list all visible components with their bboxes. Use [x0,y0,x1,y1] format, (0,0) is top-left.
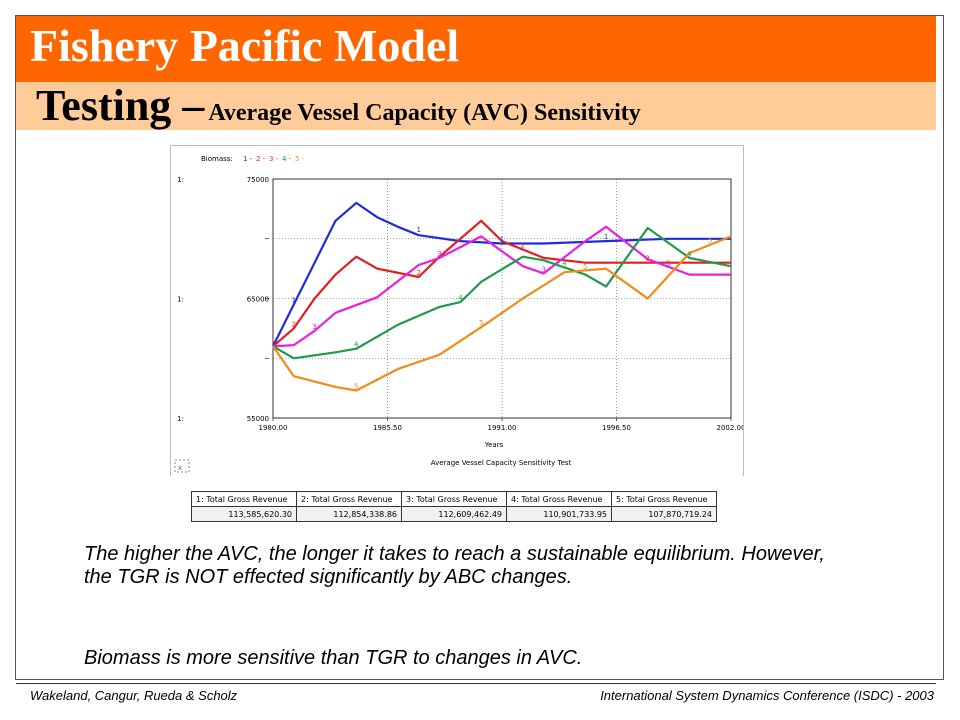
x-tick-label: 2002.00 [717,424,743,432]
y-axis-prefix: 1: [177,296,184,304]
series-marker-label: 1 [292,296,296,304]
footnote-mark: x [174,459,190,473]
series-labels: 1 1 1 1 2 2 2 2 3 3 3 3 4 4 4 4 5 5 5 5 [292,226,713,391]
slide-subtitle: Testing – Average Vessel Capacity (AVC) … [36,82,641,140]
chart-title: Average Vessel Capacity Sensitivity Test [431,459,572,467]
tgr-header-cell: 1: Total Gross Revenue [191,491,297,507]
legend-prefix: Biomass: [201,155,233,163]
footer-conference: International System Dynamics Conference… [600,688,934,703]
y-axis-prefix: 1: [177,176,184,184]
series-marker-label: 1 [500,236,504,244]
tgr-value-cell: 113,585,620.30 [191,506,297,522]
tgr-header-cell: 5: Total Gross Revenue [611,491,717,507]
series-marker-label: 5 [708,237,712,245]
series-line-3 [272,225,731,348]
body-paragraph-1: The higher the AVC, the longer it takes … [84,543,825,588]
tgr-header-cell: 3: Total Gross Revenue [401,491,507,507]
series-line-5 [272,235,732,392]
series-lines [272,201,732,392]
series-marker-label: 3 [541,265,545,273]
chart-axes: 1980.00 1985.50 1991.00 1996.50 2002.00 75000… [177,176,743,432]
series-marker-label: 3 [666,259,670,267]
y-axis-prefix: 1: [177,415,184,423]
biomass-chart-svg: 1980.00 1985.50 1991.00 1996.50 2002.00 75000… [174,155,743,473]
legend-entry: 1 - [243,155,253,163]
chart-legend: Biomass: 1 -2 -3 -4 -5 - [201,155,305,163]
tgr-value-cell: 112,854,338.86 [296,506,402,522]
footer-authors: Wakeland, Cangur, Rueda & Scholz [30,688,238,703]
x-tick-label: 1980.00 [259,424,288,432]
title-bar [16,16,936,82]
series-line-1 [272,201,731,347]
legend-entry: 5 - [295,155,305,163]
slide-frame [15,15,944,680]
series-marker-label: 4 [562,259,567,267]
series-marker-label: 5 [479,319,483,327]
x-tick-label: 1991.00 [488,424,517,432]
series-marker-label: 4 [458,294,463,302]
x-tick-label: 1996.50 [602,424,631,432]
series-marker-label: 5 [354,383,358,391]
series-line-4 [272,226,732,360]
series-marker-label: 2 [645,255,649,263]
y-tick-label: 65000 [247,296,269,304]
legend-entry: 3 - [269,155,279,163]
body-paragraph-2: Biomass is more sensitive than TGR to ch… [84,647,583,669]
footer-divider [16,683,936,684]
series-marker-label: 4 [687,250,692,258]
series-marker-label: 5 [583,263,587,271]
tgr-value-cell: 110,901,733.95 [506,506,612,522]
subtitle-bar [16,82,936,130]
subtitle-main: Testing – [36,81,205,130]
legend-entry: 2 - [256,155,266,163]
tgr-header-cell: 2: Total Gross Revenue [296,491,402,507]
legend-entry: 4 - [282,155,292,163]
series-marker-label: 2 [292,320,296,328]
slide-title: Fishery Pacific Model [30,20,460,71]
series-marker-label: 2 [416,269,420,277]
series-marker-label: 1 [416,226,420,234]
tgr-header-row: 1: Total Gross Revenue 2: Total Gross Re… [191,491,717,507]
x-tick-label: 1985.50 [373,424,402,432]
tgr-value-row: 113,585,620.30 112,854,338.86 112,609,46… [191,506,717,522]
footnote-text: x [178,464,182,472]
x-axis-label: Years [484,441,504,449]
series-marker-label: 4 [354,341,359,349]
tgr-value-cell: 107,870,719.24 [611,506,717,522]
tgr-value-cell: 112,609,462.49 [401,506,507,522]
series-marker-label: 3 [437,250,441,258]
subtitle-rest: Average Vessel Capacity (AVC) Sensitivit… [208,100,641,126]
series-marker-label: 1 [604,233,608,241]
y-tick-label: 75000 [247,176,269,184]
biomass-chart: 1980.00 1985.50 1991.00 1996.50 2002.00 75000… [170,145,744,476]
y-tick-label: 55000 [247,415,269,423]
tgr-header-cell: 4: Total Gross Revenue [506,491,612,507]
tgr-table: 1: Total Gross Revenue 2: Total Gross Re… [191,491,717,522]
series-marker-label: 3 [312,323,316,331]
series-marker-label: 2 [521,242,525,250]
